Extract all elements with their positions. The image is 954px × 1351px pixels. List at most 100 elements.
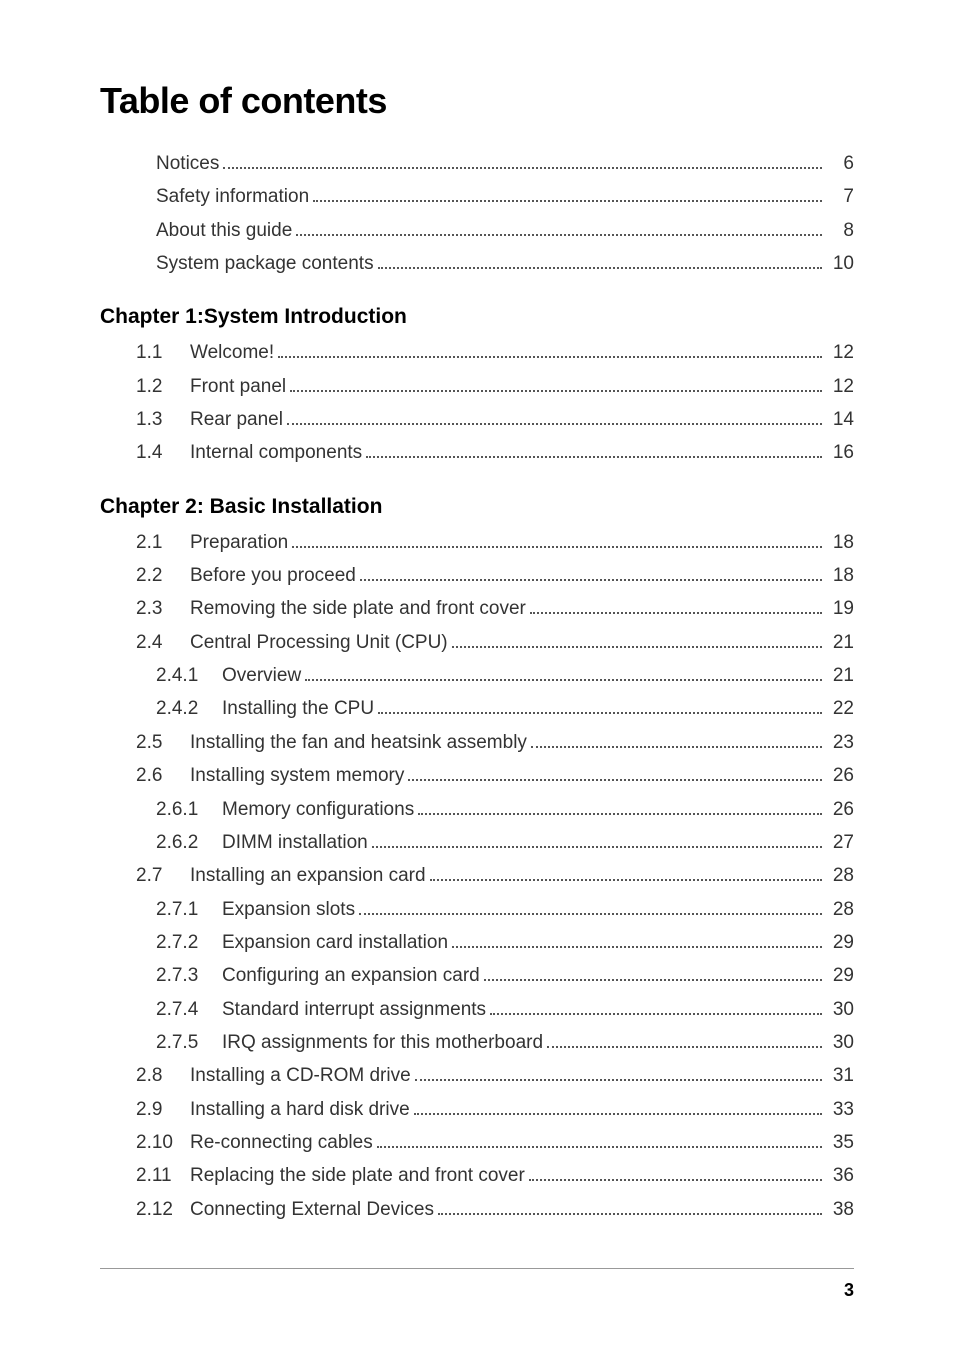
section-number: 2.12: [136, 1194, 190, 1225]
leader-dots: [378, 267, 822, 269]
page-ref: 12: [826, 371, 854, 402]
section-number: 2.7.1: [156, 894, 222, 925]
entry-label: Safety information: [156, 181, 309, 212]
entry-label: Installing an expansion card: [190, 860, 426, 891]
section-number: 2.7.3: [156, 960, 222, 991]
prelim-entries: Notices 6 Safety information 7 About thi…: [100, 148, 854, 279]
toc-subentry[interactable]: 2.4.1 Overview 21: [100, 660, 854, 691]
page-ref: 18: [826, 527, 854, 558]
toc-entry[interactable]: 1.2 Front panel 12: [100, 371, 854, 402]
section-number: 2.8: [136, 1060, 190, 1091]
leader-dots: [292, 546, 822, 548]
section-number: 2.2: [136, 560, 190, 591]
section-number: 2.9: [136, 1094, 190, 1125]
leader-dots: [531, 746, 822, 748]
leader-dots: [372, 846, 822, 848]
page-ref: 8: [826, 215, 854, 246]
toc-entry[interactable]: 2.3 Removing the side plate and front co…: [100, 593, 854, 624]
entry-label: Welcome!: [190, 337, 274, 368]
entry-label: Rear panel: [190, 404, 283, 435]
toc-subentry[interactable]: 2.7.1 Expansion slots 28: [100, 894, 854, 925]
toc-subentry[interactable]: 2.7.4 Standard interrupt assignments 30: [100, 994, 854, 1025]
toc-entry[interactable]: 2.5 Installing the fan and heatsink asse…: [100, 727, 854, 758]
toc-entry[interactable]: 2.6 Installing system memory 26: [100, 760, 854, 791]
page-number: 3: [844, 1280, 854, 1301]
toc-entry[interactable]: 2.9 Installing a hard disk drive 33: [100, 1094, 854, 1125]
page-ref: 29: [826, 960, 854, 991]
entry-label: Memory configurations: [222, 794, 414, 825]
page-title: Table of contents: [100, 80, 854, 122]
toc-subentry[interactable]: 2.7.3 Configuring an expansion card 29: [100, 960, 854, 991]
toc-subentry[interactable]: 2.6.2 DIMM installation 27: [100, 827, 854, 858]
entry-label: Expansion card installation: [222, 927, 448, 958]
section-number: 1.1: [136, 337, 190, 368]
section-number: 2.5: [136, 727, 190, 758]
page-ref: 33: [826, 1094, 854, 1125]
toc-entry[interactable]: System package contents 10: [156, 248, 854, 279]
page-ref: 28: [826, 894, 854, 925]
leader-dots: [490, 1013, 822, 1015]
leader-dots: [430, 879, 822, 881]
page-ref: 29: [826, 927, 854, 958]
toc-subentry[interactable]: 2.7.5 IRQ assignments for this motherboa…: [100, 1027, 854, 1058]
section-number: 2.7.5: [156, 1027, 222, 1058]
chapter-heading: Chapter 2: Basic Installation: [100, 495, 854, 519]
section-number: 2.4.2: [156, 693, 222, 724]
page-ref: 26: [826, 760, 854, 791]
toc-entry[interactable]: 1.4 Internal components 16: [100, 437, 854, 468]
entry-label: Connecting External Devices: [190, 1194, 434, 1225]
page-ref: 36: [826, 1160, 854, 1191]
section-number: 1.3: [136, 404, 190, 435]
page-ref: 7: [826, 181, 854, 212]
leader-dots: [418, 813, 822, 815]
section-number: 2.4.1: [156, 660, 222, 691]
entry-label: Preparation: [190, 527, 288, 558]
leader-dots: [547, 1046, 822, 1048]
entry-label: Before you proceed: [190, 560, 356, 591]
toc-subentry[interactable]: 2.6.1 Memory configurations 26: [100, 794, 854, 825]
entry-label: Central Processing Unit (CPU): [190, 627, 448, 658]
toc-subentry[interactable]: 2.7.2 Expansion card installation 29: [100, 927, 854, 958]
toc-entry[interactable]: Notices 6: [156, 148, 854, 179]
toc-entry[interactable]: 2.4 Central Processing Unit (CPU) 21: [100, 627, 854, 658]
toc-entry[interactable]: 2.11 Replacing the side plate and front …: [100, 1160, 854, 1191]
leader-dots: [408, 779, 822, 781]
chapter-heading: Chapter 1:System Introduction: [100, 305, 854, 329]
page-ref: 38: [826, 1194, 854, 1225]
page-ref: 30: [826, 1027, 854, 1058]
entry-label: Notices: [156, 148, 219, 179]
leader-dots: [415, 1079, 822, 1081]
toc-entry[interactable]: 2.12 Connecting External Devices 38: [100, 1194, 854, 1225]
toc-entry[interactable]: 1.1 Welcome! 12: [100, 337, 854, 368]
toc-entry[interactable]: 2.8 Installing a CD-ROM drive 31: [100, 1060, 854, 1091]
entry-label: Installing a CD-ROM drive: [190, 1060, 411, 1091]
leader-dots: [359, 913, 822, 915]
footer-divider: [100, 1268, 854, 1269]
entry-label: Configuring an expansion card: [222, 960, 480, 991]
toc-entry[interactable]: 2.10 Re-connecting cables 35: [100, 1127, 854, 1158]
page-ref: 31: [826, 1060, 854, 1091]
toc-entry[interactable]: 2.2 Before you proceed 18: [100, 560, 854, 591]
section-number: 2.7.4: [156, 994, 222, 1025]
toc-entry[interactable]: 2.7 Installing an expansion card 28: [100, 860, 854, 891]
leader-dots: [529, 1179, 822, 1181]
page-ref: 23: [826, 727, 854, 758]
toc-entry[interactable]: Safety information 7: [156, 181, 854, 212]
leader-dots: [305, 679, 822, 681]
section-number: 2.7: [136, 860, 190, 891]
entry-label: DIMM installation: [222, 827, 368, 858]
leader-dots: [377, 1146, 822, 1148]
page-ref: 10: [826, 248, 854, 279]
page-ref: 14: [826, 404, 854, 435]
leader-dots: [296, 234, 822, 236]
page-ref: 30: [826, 994, 854, 1025]
toc-entry[interactable]: About this guide 8: [156, 215, 854, 246]
section-number: 1.4: [136, 437, 190, 468]
toc-entry[interactable]: 1.3 Rear panel 14: [100, 404, 854, 435]
entry-label: Installing a hard disk drive: [190, 1094, 410, 1125]
toc-subentry[interactable]: 2.4.2 Installing the CPU 22: [100, 693, 854, 724]
toc-entry[interactable]: 2.1 Preparation 18: [100, 527, 854, 558]
entry-label: Front panel: [190, 371, 286, 402]
entry-label: System package contents: [156, 248, 374, 279]
leader-dots: [290, 390, 822, 392]
